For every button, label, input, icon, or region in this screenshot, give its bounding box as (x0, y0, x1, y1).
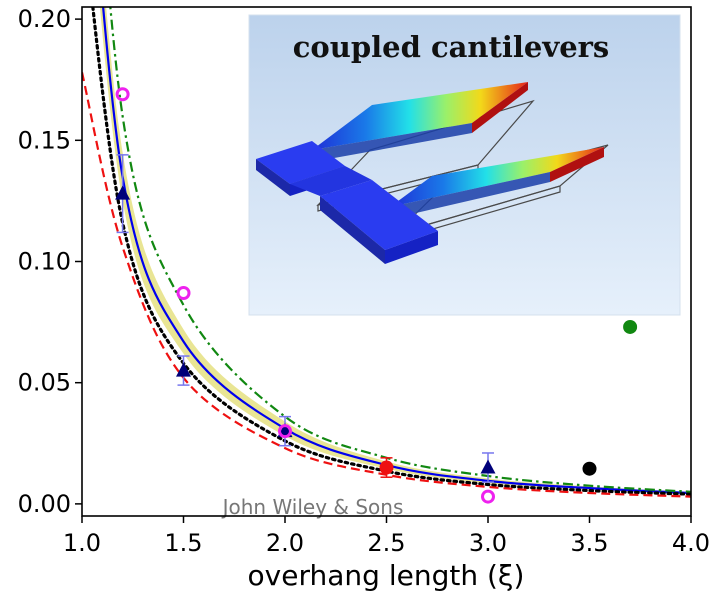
data-point-circle (379, 460, 394, 475)
y-tick-label: 0.10 (18, 248, 71, 276)
axis-ticks-layer: 1.0 1.5 2.0 2.5 3.0 3.5 4.0 0.00 0.05 0.10 0.15 0.2… (18, 5, 711, 557)
x-tick-label: 1.5 (164, 529, 202, 557)
cantilever-inset: coupled cantilevers (248, 14, 681, 316)
data-point-open-circle (115, 87, 130, 102)
credit-watermark: John Wiley & Sons (221, 495, 404, 519)
x-tick-label: 4.0 (672, 529, 710, 557)
x-axis-label: overhang length (ξ) (248, 559, 525, 592)
cantilever-beams (312, 82, 604, 219)
data-point-circle (582, 461, 597, 476)
x-tick-label: 2.0 (266, 529, 304, 557)
cantilever-base-block (256, 141, 438, 264)
data-points-layer (115, 87, 638, 504)
data-point-circle (623, 319, 638, 334)
data-point-open-circle (176, 286, 191, 301)
inset-title: coupled cantilevers (293, 30, 610, 64)
y-tick-label: 0.15 (18, 126, 71, 154)
data-point-triangle (115, 185, 131, 200)
x-tick-label: 1.0 (63, 529, 101, 557)
data-point-triangle (176, 362, 191, 377)
x-tick-label: 2.5 (367, 529, 405, 557)
y-tick-label: 0.20 (18, 5, 71, 33)
data-point-open-circle (278, 424, 292, 439)
y-tick-label: 0.00 (18, 490, 71, 518)
x-tick-label: 3.5 (570, 529, 608, 557)
data-point-open-circle (481, 489, 495, 504)
y-tick-label: 0.05 (18, 369, 71, 397)
series-line-dashdot (109, 7, 691, 493)
series-line-dotted (91, 7, 691, 496)
data-point-triangle (480, 459, 496, 474)
x-tick-label: 3.0 (469, 529, 507, 557)
